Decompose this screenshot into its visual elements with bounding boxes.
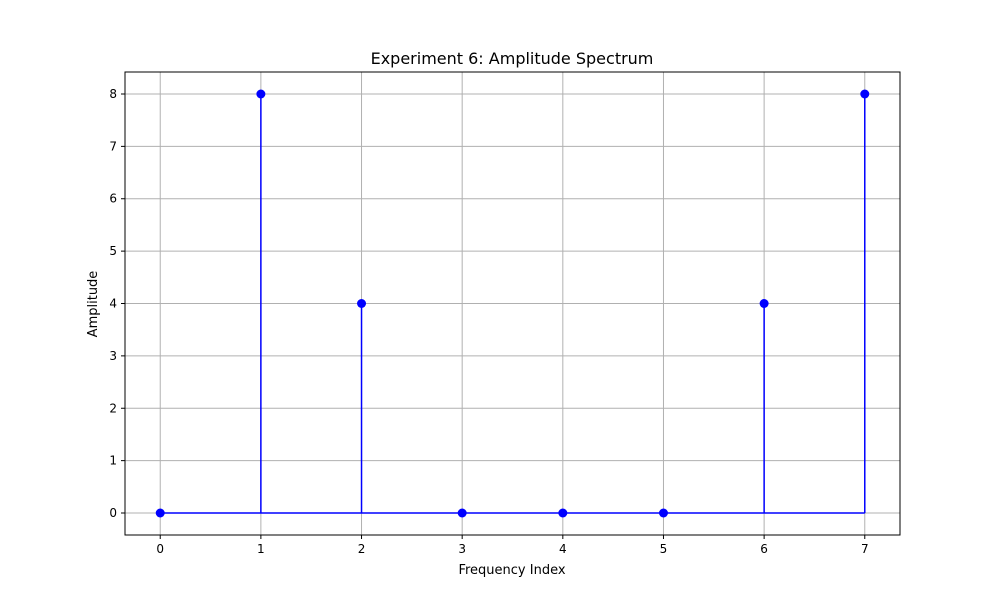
x-tick-label: 1 (257, 542, 265, 556)
ticks: 0 1 2 3 4 5 6 7 0 1 2 3 4 5 6 7 8 (109, 87, 868, 556)
stem-marker (759, 299, 769, 308)
x-tick-label: 0 (156, 542, 164, 556)
stem-marker (256, 89, 266, 99)
x-tick-label: 7 (861, 542, 869, 556)
x-tick-label: 4 (559, 542, 567, 556)
x-tick-label: 3 (458, 542, 466, 556)
y-tick-label: 7 (109, 139, 117, 153)
y-tick-label: 4 (109, 297, 117, 311)
y-tick-label: 3 (109, 349, 117, 363)
stem-marker (860, 89, 870, 99)
stem-marker (357, 299, 367, 308)
grid (125, 72, 900, 535)
x-tick-label: 6 (760, 542, 768, 556)
y-tick-label: 8 (109, 87, 117, 101)
stem-marker (558, 508, 568, 518)
y-tick-label: 5 (109, 244, 117, 258)
y-axis-title: Amplitude (86, 271, 101, 338)
stem-marker (658, 508, 668, 518)
plot-frame (124, 71, 901, 536)
x-tick-label: 2 (358, 542, 366, 556)
y-tick-label: 1 (109, 454, 117, 468)
y-tick-label: 6 (109, 192, 117, 206)
x-tick-label: 5 (660, 542, 668, 556)
y-tick-label: 0 (109, 506, 117, 520)
stem-marker (155, 508, 165, 518)
stems (155, 89, 870, 518)
x-axis-title: Frequency Index (458, 563, 565, 578)
y-tick-label: 2 (109, 401, 117, 415)
chart-title: Experiment 6: Amplitude Spectrum (371, 49, 654, 68)
stem-marker (457, 508, 467, 518)
